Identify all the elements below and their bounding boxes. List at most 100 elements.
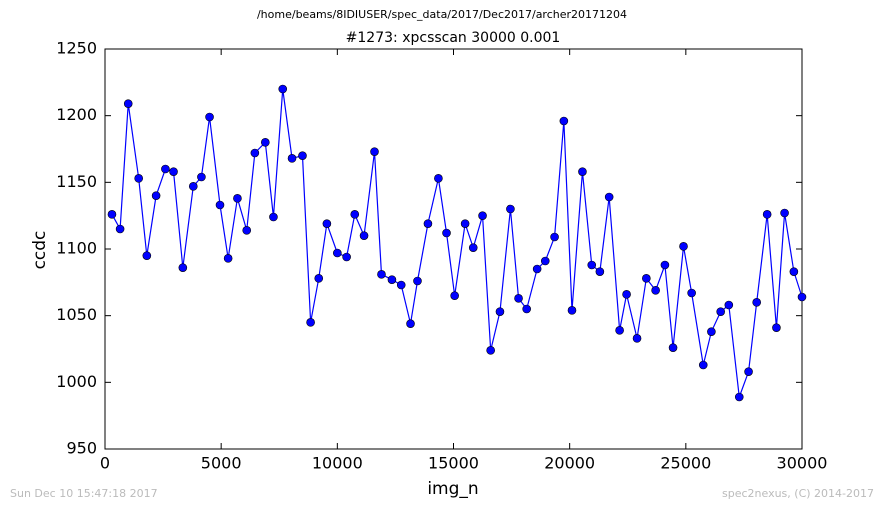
data-point: [772, 323, 781, 332]
chart-title: #1273: xpcsscan 30000 0.001: [346, 30, 561, 46]
data-point: [387, 275, 397, 284]
data-point: [359, 231, 369, 240]
data-point: [396, 280, 406, 290]
x-tick-label: 10000: [312, 454, 363, 473]
y-tick-label: 1000: [56, 372, 97, 391]
data-point: [314, 274, 324, 283]
data-point: [413, 276, 422, 286]
data-point: [797, 292, 807, 302]
x-tick-label: 30000: [777, 454, 828, 473]
data-point: [287, 154, 297, 163]
data-point: [540, 256, 550, 266]
x-tick-label: 0: [100, 454, 110, 473]
data-line: [111, 88, 803, 398]
data-point: [668, 343, 678, 352]
data-point: [434, 174, 443, 183]
data-point: [687, 288, 696, 298]
data-point: [342, 252, 351, 262]
data-point: [377, 270, 386, 279]
data-point: [486, 346, 495, 355]
data-point: [423, 219, 433, 228]
data-point: [651, 286, 660, 295]
data-point: [550, 232, 559, 242]
data-point: [261, 138, 270, 147]
y-tick-label: 1100: [56, 239, 97, 258]
data-point: [780, 208, 789, 218]
y-axis-label: ccdc: [30, 231, 50, 270]
data-point: [107, 210, 117, 219]
data-point: [197, 172, 206, 182]
data-point: [442, 228, 451, 238]
data-point: [532, 264, 542, 274]
data-point: [242, 226, 252, 235]
x-tick-label: 25000: [660, 454, 711, 473]
data-point: [178, 263, 188, 272]
data-point: [161, 164, 170, 174]
x-tick-label: 20000: [544, 454, 595, 473]
data-point: [450, 291, 459, 300]
data-point: [322, 219, 332, 228]
data-point: [370, 147, 379, 156]
y-tick-label: 1200: [56, 105, 97, 124]
data-point: [233, 194, 242, 203]
data-point: [142, 251, 152, 260]
data-point: [269, 212, 278, 222]
plot-frame: [104, 48, 803, 450]
data-point: [660, 260, 670, 270]
data-point: [578, 167, 587, 176]
data-point: [468, 243, 478, 252]
file-path: /home/beams/8IDIUSER/spec_data/2017/Dec2…: [257, 8, 627, 21]
data-point: [123, 99, 133, 108]
data-point: [632, 334, 642, 343]
data-point: [724, 300, 734, 310]
data-point: [595, 267, 605, 276]
timestamp: Sun Dec 10 15:47:18 2017: [10, 487, 158, 500]
data-point: [188, 182, 198, 191]
data-point: [169, 167, 178, 176]
y-tick-label: 1050: [56, 305, 97, 324]
data-point: [707, 327, 716, 336]
data-point: [642, 274, 651, 283]
data-point: [151, 191, 161, 200]
data-point: [278, 84, 288, 94]
data-point: [716, 307, 725, 316]
data-point: [604, 192, 614, 202]
data-point: [134, 174, 143, 183]
data-point: [495, 307, 505, 316]
data-point: [698, 360, 708, 370]
y-tick-label: 1150: [56, 172, 97, 191]
data-point: [762, 210, 772, 219]
data-point: [567, 306, 577, 315]
data-point: [298, 151, 307, 160]
data-point: [215, 200, 225, 210]
data-point: [506, 204, 515, 214]
data-point: [622, 290, 631, 299]
credit: spec2nexus, (C) 2014-2017: [722, 487, 874, 500]
data-point: [615, 326, 624, 335]
data-point: [406, 319, 415, 328]
data-point: [522, 304, 531, 314]
data-point: [250, 148, 260, 158]
data-point: [744, 367, 753, 376]
data-point: [559, 116, 569, 126]
x-axis-label: img_n: [427, 479, 478, 499]
data-point: [679, 242, 688, 251]
data-point: [115, 224, 125, 234]
data-point: [734, 392, 744, 402]
x-tick-label: 5000: [201, 454, 242, 473]
data-point: [205, 112, 214, 122]
data-point: [587, 260, 597, 270]
data-point: [514, 294, 523, 303]
data-point: [460, 219, 470, 228]
data-point: [333, 248, 342, 258]
y-tick-label: 1250: [56, 39, 97, 58]
data-point: [789, 267, 799, 276]
x-tick-label: 15000: [428, 454, 479, 473]
data-point: [752, 298, 761, 307]
data-point: [223, 254, 233, 263]
data-point: [306, 318, 315, 327]
data-point: [478, 211, 487, 220]
data-point: [350, 210, 360, 219]
